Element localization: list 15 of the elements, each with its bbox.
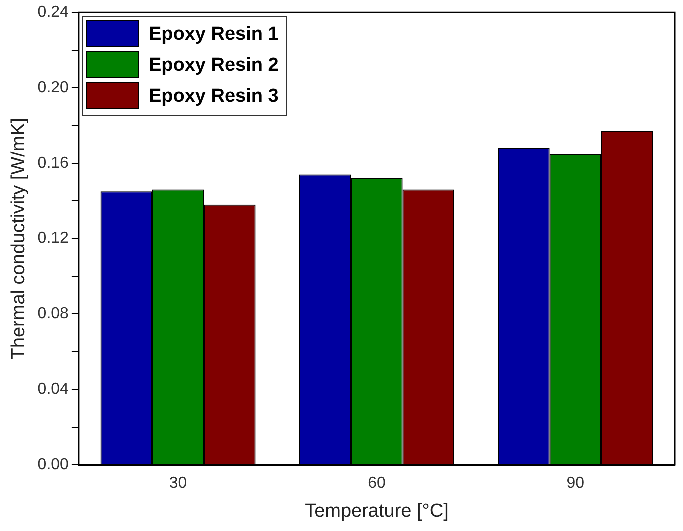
x-tick-label: 60 (368, 475, 386, 492)
x-axis-title: Temperature [°C] (305, 500, 449, 522)
y-tick-label: 0.12 (38, 230, 70, 248)
x-tick-label: 30 (169, 475, 188, 492)
legend-label: Epoxy Resin 1 (148, 24, 280, 45)
x-tick-label: 90 (566, 475, 585, 492)
y-tick-label: 0.24 (38, 4, 70, 22)
y-tick-label: 0.08 (38, 306, 70, 323)
y-tick-label: 0.16 (38, 154, 70, 172)
legend-label: Epoxy Resin 2 (148, 54, 279, 76)
y-tick-label: 0.04 (38, 381, 70, 398)
y-tick-label: 0.20 (38, 79, 70, 96)
legend-label: Epoxy Resin 3 (148, 86, 279, 107)
y-tick-label: 0.00 (38, 456, 70, 474)
y-axis-title: Thermal conductivity [W/mK] (8, 118, 30, 360)
